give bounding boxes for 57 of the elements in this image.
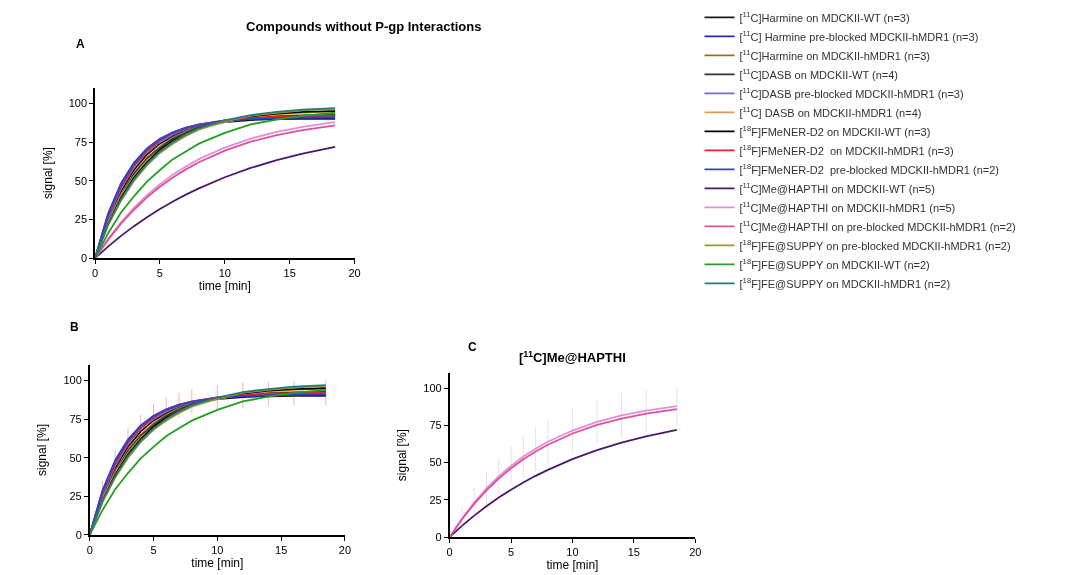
y-tick-label: 50	[74, 174, 88, 187]
y-tick-label: 100	[423, 381, 442, 394]
x-tick-label: 5	[156, 267, 163, 280]
chart-title: [$^{11}$C]Me@HAPTHI	[519, 349, 626, 366]
y-axis-title: signal [%]	[40, 147, 55, 200]
x-tick-label: 20	[338, 543, 352, 556]
x-axis-title: time [min]	[191, 555, 244, 570]
x-tick-label: 15	[627, 546, 640, 558]
y-tick-label: 100	[63, 374, 82, 387]
y-tick-label: 75	[69, 412, 82, 425]
y-tick-label: 50	[69, 451, 82, 464]
y-tick-label: 75	[74, 135, 88, 148]
x-tick-label: 15	[275, 543, 288, 556]
y-axis-title: signal [%]	[395, 429, 410, 482]
text: C	[468, 340, 477, 354]
legend-label: [$^{18}$F]FE@SUPPY on MDCKII-hMDR1 (n=2)	[739, 276, 951, 290]
legend-label: [$^{11}$C]Harmine on MDCKII-hMDR1 (n=3)	[739, 48, 930, 62]
x-tick-label: 20	[689, 546, 702, 558]
legend-label: [$^{11}$C]Me@HAPTHI on pre-blocked MDCKII-hMDR1 (n=2)	[739, 219, 1016, 233]
line-series	[95, 145, 337, 259]
legend-label: [$^{11}$C]Me@HAPTHI on MDCKII-hMDR1 (n=5)	[739, 200, 956, 214]
x-tick-label: 10	[218, 267, 231, 280]
y-tick-label: 0	[80, 252, 88, 265]
y-tick-label: 50	[429, 456, 442, 469]
y-tick-label: 25	[429, 493, 442, 506]
legend-label: [$^{18}$F]FE@SUPPY on MDCKII-WT (n=2)	[739, 257, 930, 271]
chart-title: Compounds without P-gp Interactions	[246, 19, 482, 34]
y-axis-title: signal [%]	[35, 423, 50, 476]
y-tick-label: 25	[69, 490, 82, 503]
x-tick-label: 5	[150, 543, 157, 556]
text: B	[70, 320, 79, 334]
x-tick-label: 10	[566, 546, 579, 558]
x-tick-label: 5	[507, 546, 515, 558]
y-tick-label: 75	[429, 419, 442, 432]
line-series	[449, 428, 678, 538]
legend-label: [$^{11}$C]Me@HAPTHI on MDCKII-WT (n=5)	[739, 181, 935, 195]
x-axis-title: time [min]	[546, 558, 599, 572]
x-tick-label: 10	[211, 543, 224, 556]
x-tick-label: 0	[446, 546, 453, 558]
legend-label: [$^{18}$F]FMeNER-D2 on MDCKII-WT (n=3)	[739, 124, 931, 138]
y-tick-label: 0	[75, 528, 82, 541]
legend-label: [$^{11}$C]DASB on MDCKII-WT (n=4)	[739, 67, 899, 81]
text: A	[76, 37, 85, 51]
legend-label: [$^{11}$C]DASB pre-blocked MDCKII-hMDR1 (n=3)	[739, 86, 964, 100]
legend-label: [$^{11}$C] Harmine pre-blocked MDCKII-hMDR1 (n=3)	[739, 29, 979, 43]
legend-label: [$^{11}$C] DASB on MDCKII-hMDR1 (n=4)	[739, 105, 922, 119]
legend-label: [$^{18}$F]FMeNER-D2 pre-blocked MDCKII-hMDR1 (n=2)	[739, 162, 1000, 176]
legend-label: [$^{18}$F]FMeNER-D2 on MDCKII-hMDR1 (n=3)	[739, 143, 954, 157]
y-tick-label: 100	[68, 97, 88, 110]
x-tick-label: 15	[283, 267, 296, 280]
y-tick-label: 25	[74, 213, 88, 226]
x-tick-label: 20	[348, 267, 361, 280]
x-axis-title: time [min]	[198, 279, 251, 294]
x-tick-label: 0	[91, 267, 99, 280]
legend-label: [$^{11}$C]Harmine on MDCKII-WT (n=3)	[739, 10, 910, 24]
legend-label: [$^{18}$F]FE@SUPPY on pre-blocked MDCKII-hMDR1 (n=2)	[739, 238, 1011, 252]
y-tick-label: 0	[435, 530, 442, 543]
